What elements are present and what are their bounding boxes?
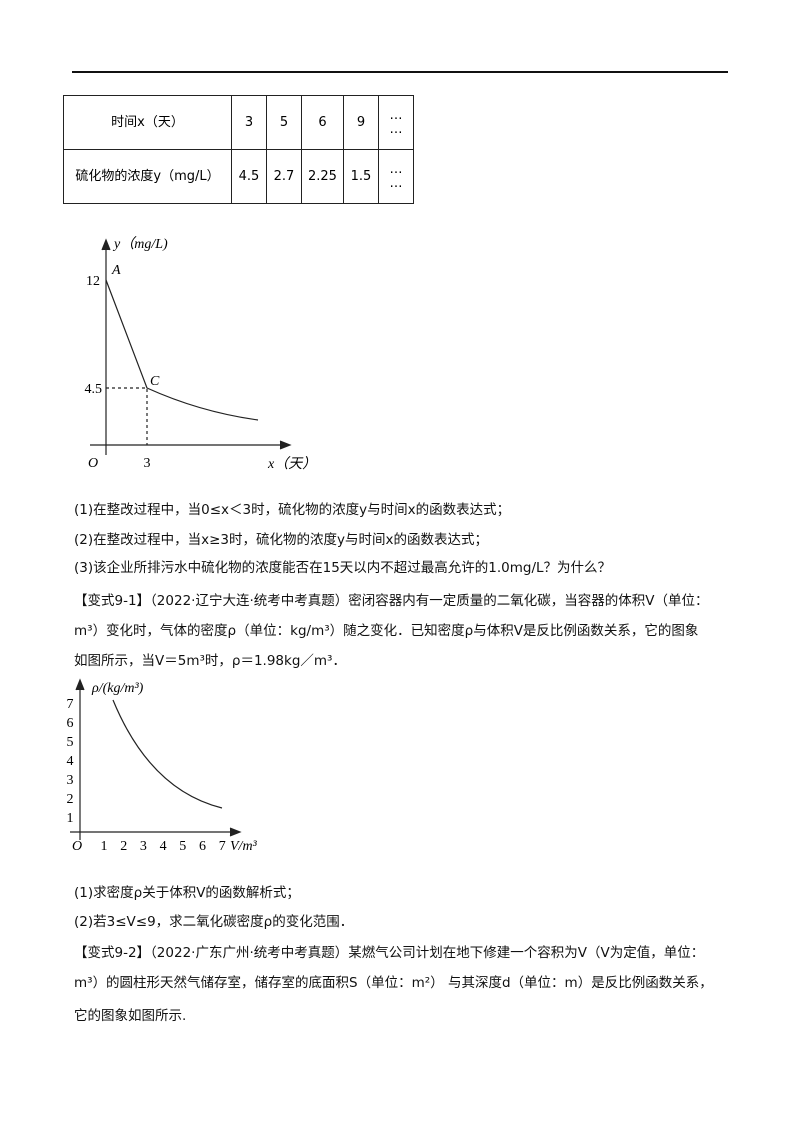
figure-label: 1	[101, 839, 108, 854]
cell: 9	[342, 95, 379, 150]
figure-label: 4	[67, 754, 74, 769]
text-line: (2)在整改过程中，当x≥3时，硫化物的浓度y与时间x的函数表达式；	[74, 532, 488, 548]
cell: 2.25	[301, 149, 344, 204]
text-line: m³）的圆柱形天然气储存室，储存室的底面积S（单位：m²） 与其深度d（单位：m…	[74, 975, 713, 991]
cell: 3	[231, 95, 267, 150]
text-line: (1)求密度ρ关于体积V的函数解析式；	[74, 885, 300, 901]
cell: … …	[377, 149, 414, 204]
table-row: 硫化物的浓度y（mg/L） 4.5 2.7 2.25 1.5… …	[63, 149, 414, 204]
text-line: 它的图象如图所示.	[74, 1008, 187, 1024]
figure-label: 4.5	[85, 382, 103, 397]
cell: 2.7	[266, 149, 302, 204]
figure-label: O	[72, 839, 82, 854]
figure-label: 3	[67, 773, 74, 788]
figure-label: 2	[120, 839, 127, 854]
text-line: (1)在整改过程中，当0≤x＜3时，硫化物的浓度y与时间x的函数表达式；	[74, 502, 511, 518]
figure-label: O	[88, 456, 98, 471]
figure-label: x（天）	[267, 456, 316, 472]
figure-label: 3	[144, 456, 151, 471]
data-table: 时间x（天） 3 5 6 9… … 硫化物的浓度y（mg/L） 4.5 2.7 2.25 1.5……	[63, 95, 414, 204]
rule	[72, 71, 728, 73]
figure-label: 5	[179, 839, 186, 854]
text-line: 如图所示，当V＝5m³时，ρ＝1.98kg／m³．	[74, 653, 346, 669]
figure-label: 6	[67, 716, 74, 731]
figure-label: 6	[199, 839, 206, 854]
figure-label: A	[111, 263, 121, 278]
cell: 1.5	[342, 149, 379, 204]
figure-label: 7	[67, 697, 74, 712]
text-line: 【变式9-1】（2022·辽宁大连·统考中考真题）密闭容器内有一定质量的二氧化碳…	[74, 593, 709, 609]
figure-label: 12	[86, 274, 100, 289]
figure-label: C	[150, 374, 160, 389]
cell: 时间x（天）	[63, 95, 232, 150]
figure-label: ρ/(kg/m³)	[91, 681, 144, 696]
cell: … …	[377, 95, 414, 150]
figure-label: 2	[67, 792, 74, 807]
text-line: 【变式9-2】（2022·广东广州·统考中考真题）某燃气公司计划在地下修建一个容…	[74, 945, 705, 961]
table-row: 时间x（天） 3 5 6 9… …	[63, 95, 414, 150]
figure-label: V/m³	[230, 839, 258, 854]
figure-label: 3	[140, 839, 147, 854]
figure-label: 7	[219, 839, 226, 854]
figure-label: 4	[160, 839, 167, 854]
text-line: m³）变化时，气体的密度ρ（单位：kg/m³）随之变化．已知密度ρ与体积V是反比…	[74, 623, 699, 639]
figure-label: y（mg/L)	[112, 236, 168, 252]
cell: 硫化物的浓度y（mg/L）	[63, 149, 232, 204]
cell: 5	[266, 95, 302, 150]
text-line: (3)该企业所排污水中硫化物的浓度能否在15天以内不超过最高允许的1.0mg/L…	[74, 560, 612, 576]
figure-label: 5	[67, 735, 74, 750]
text-line: (2)若3≤V≤9，求二氧化碳密度ρ的变化范围．	[74, 914, 354, 930]
figure-label: 1	[67, 811, 74, 826]
